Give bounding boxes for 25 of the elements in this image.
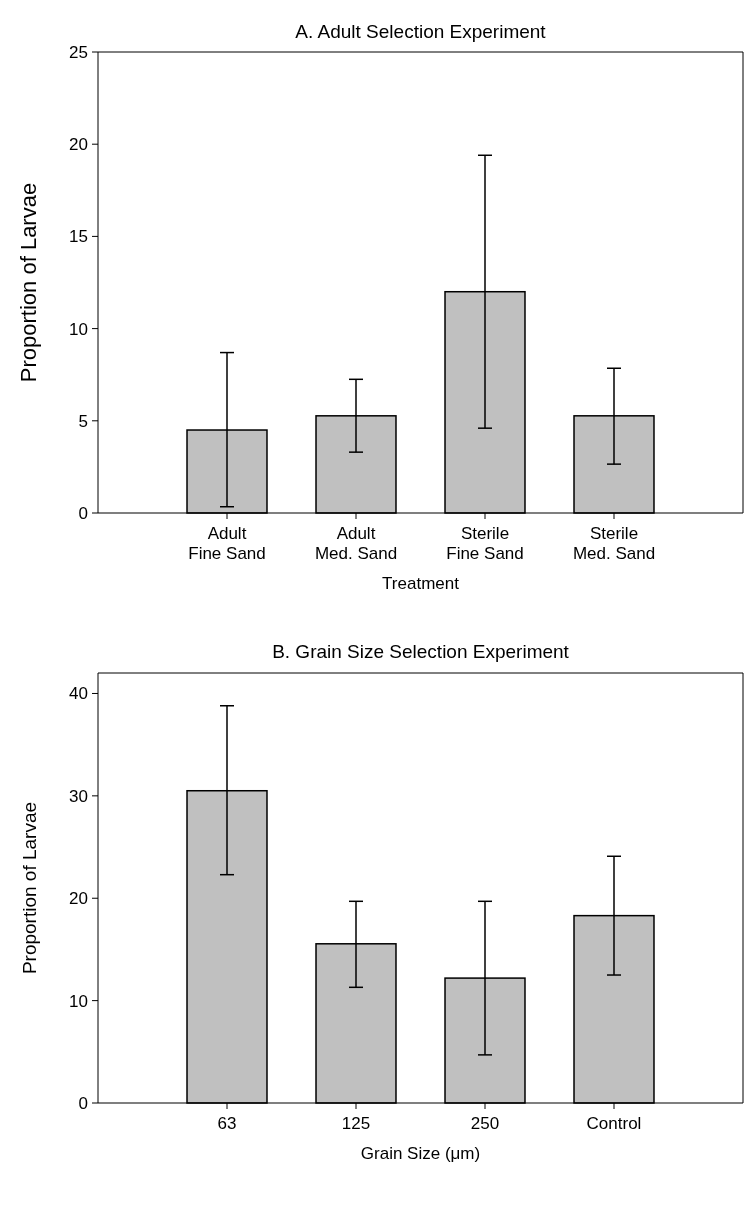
- y-tick-label: 10: [69, 319, 88, 339]
- x-axis-title: Grain Size (μm): [360, 1144, 481, 1163]
- x-tick-label: 63: [217, 1114, 237, 1133]
- y-tick-label: 15: [69, 227, 88, 247]
- x-tick-label: Control: [586, 1114, 642, 1133]
- x-axis-title: Treatment: [382, 574, 460, 593]
- y-tick-label: 25: [69, 42, 88, 62]
- x-tick-label: Adult Fine Sand: [188, 524, 266, 563]
- y-tick-label: 0: [78, 503, 88, 523]
- x-tick-label: Adult Med. Sand: [314, 524, 398, 563]
- x-tick-label: Sterile Med. Sand: [572, 524, 656, 563]
- x-tick-label: 125: [341, 1114, 371, 1133]
- x-tick-label: 250: [470, 1114, 500, 1133]
- y-tick-label: 40: [69, 684, 88, 704]
- y-axis-title: Proportion of Larvae: [19, 801, 40, 975]
- chart-title: A. Adult Selection Experiment: [295, 21, 547, 42]
- y-tick-label: 30: [69, 786, 88, 806]
- chart-title: B. Grain Size Selection Experiment: [272, 641, 570, 662]
- y-tick-label: 20: [69, 135, 88, 155]
- x-tick-label: Sterile Fine Sand: [446, 524, 524, 563]
- y-tick-label: 20: [69, 889, 88, 909]
- y-axis-title: Proportion of Larvae: [16, 182, 41, 383]
- y-tick-label: 5: [78, 411, 88, 431]
- y-tick-label: 0: [78, 1093, 88, 1113]
- y-tick-label: 10: [69, 991, 88, 1011]
